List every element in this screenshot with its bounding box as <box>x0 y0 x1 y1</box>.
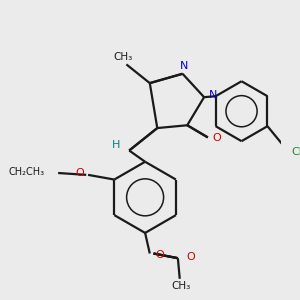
Text: CH₂CH₃: CH₂CH₃ <box>9 167 45 177</box>
Text: Cl: Cl <box>292 147 300 158</box>
Text: O: O <box>186 252 195 262</box>
Text: CH₃: CH₃ <box>171 281 190 291</box>
Text: N: N <box>209 90 217 100</box>
Text: CH₃: CH₃ <box>113 52 132 62</box>
Text: H: H <box>112 140 120 150</box>
Text: O: O <box>155 250 164 260</box>
Text: O: O <box>76 168 84 178</box>
Text: N: N <box>180 61 189 71</box>
Text: O: O <box>213 134 222 143</box>
